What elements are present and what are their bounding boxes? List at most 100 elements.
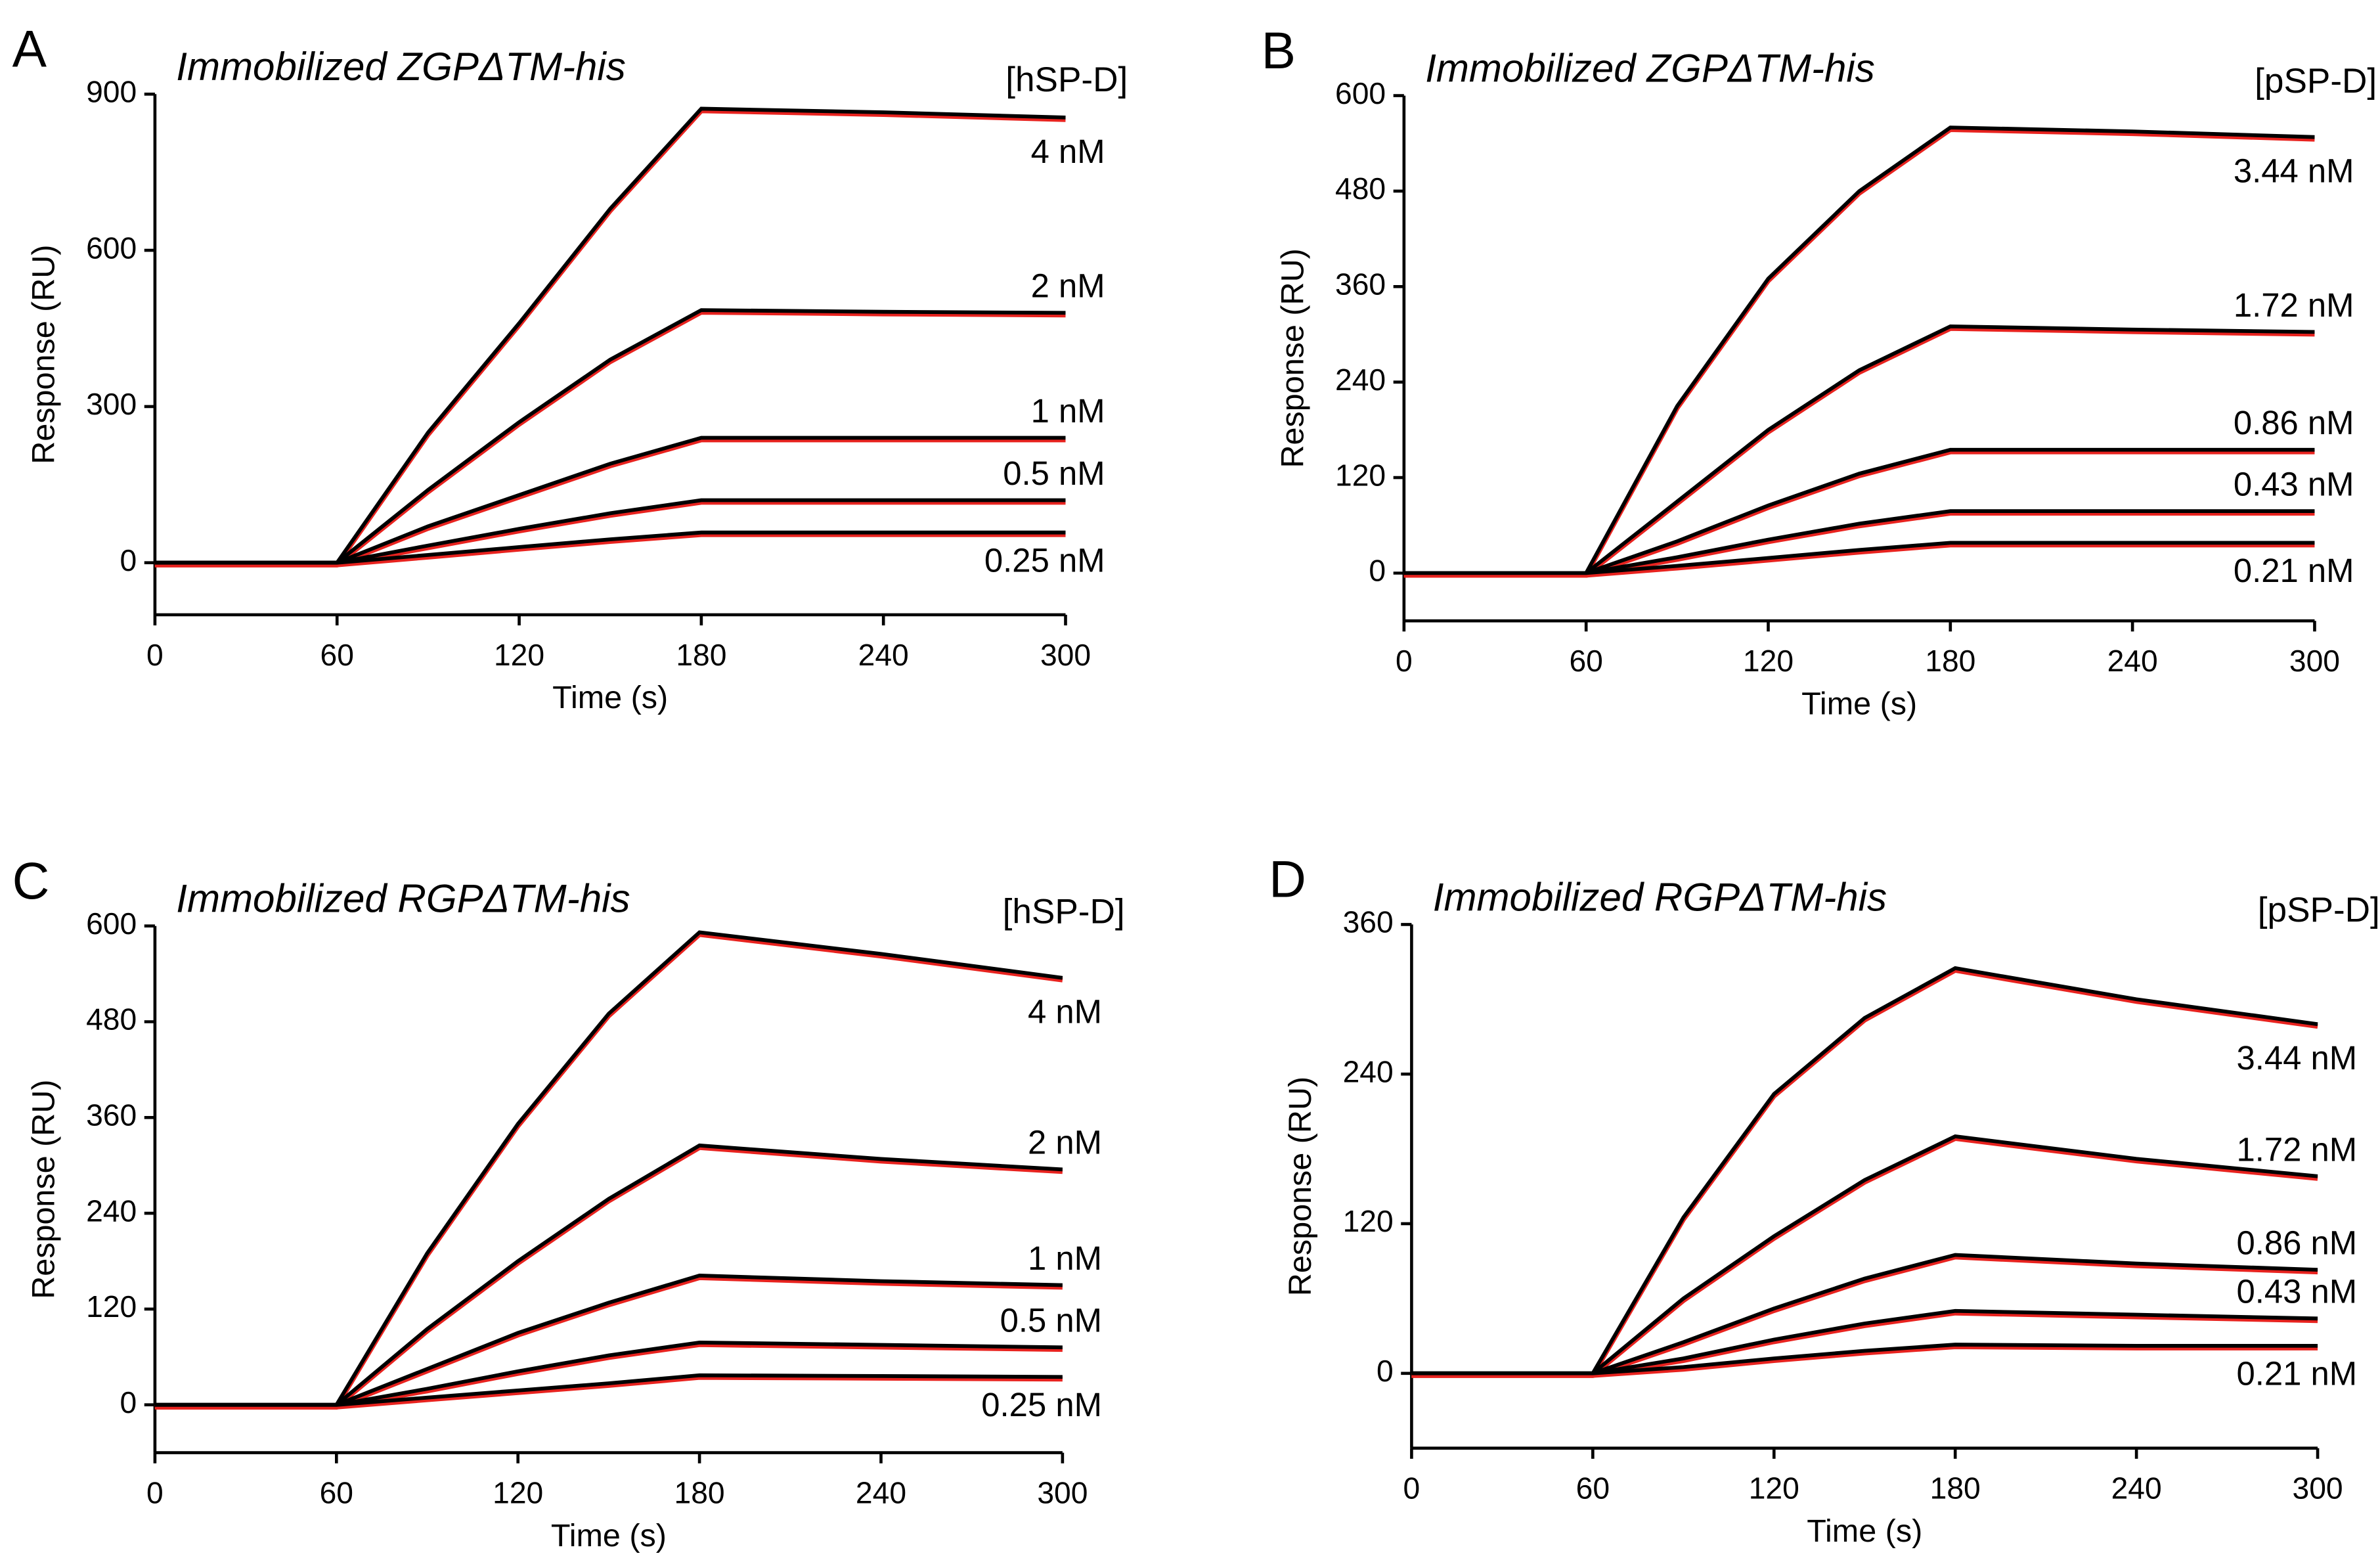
series-label: 4 nM (1028, 993, 1102, 1031)
y-tick-label: 480 (86, 1002, 137, 1037)
y-tick-label: 360 (86, 1098, 137, 1132)
y-tick-label: 0 (120, 1385, 137, 1419)
x-tick-label: 60 (1569, 644, 1602, 678)
series-label: 0.86 nM (2236, 1224, 2357, 1262)
series-label: 4 nM (1031, 133, 1105, 170)
panel-title: Immobilized RGPΔTM-his (176, 877, 630, 921)
data-line (154, 1274, 1063, 1407)
x-tick-label: 0 (1403, 1471, 1421, 1506)
y-tick-label: 240 (1343, 1054, 1394, 1088)
panel-title: Immobilized ZGPΔTM-his (176, 45, 626, 89)
x-tick-label: 0 (1396, 644, 1413, 678)
series-label: 3.44 nM (2236, 1039, 2357, 1077)
y-tick-label: 360 (1335, 267, 1386, 301)
fit-line (1411, 1345, 2318, 1378)
x-axis-title: Time (s) (551, 1518, 667, 1553)
data-line (1411, 1253, 2318, 1375)
x-tick-label: 120 (494, 638, 544, 672)
series-label: 0.5 nM (1000, 1302, 1102, 1339)
data-line (1403, 125, 2315, 575)
x-tick-label: 60 (1576, 1471, 1610, 1506)
fit-line (154, 1375, 1063, 1410)
x-tick-label: 0 (146, 638, 164, 672)
x-tick-label: 240 (2111, 1471, 2162, 1506)
data-line (154, 1373, 1063, 1407)
data-line (154, 1340, 1063, 1407)
fit-line (1403, 127, 2315, 578)
y-tick-label: 120 (86, 1289, 137, 1324)
x-tick-label: 300 (1037, 1476, 1088, 1510)
data-line (154, 1143, 1063, 1407)
data-line (1411, 966, 2318, 1375)
x-tick-label: 120 (1749, 1471, 1799, 1506)
series-label: 1.72 nM (2236, 1130, 2357, 1168)
x-tick-label: 180 (674, 1476, 725, 1510)
y-tick-label: 360 (1343, 905, 1394, 939)
x-axis-title: Time (s) (1807, 1513, 1922, 1549)
y-tick-label: 900 (86, 74, 137, 108)
data-line (1411, 1134, 2318, 1375)
series-label: 0.25 nM (981, 1386, 1102, 1423)
fit-line (154, 108, 1066, 568)
panel-letter: A (12, 20, 47, 78)
x-tick-label: 240 (2107, 644, 2158, 678)
series-label: 0.43 nM (2236, 1273, 2357, 1310)
y-tick-label: 0 (1377, 1354, 1394, 1388)
series-label: 0.25 nM (984, 541, 1105, 579)
series-label: 3.44 nM (2234, 152, 2354, 189)
series-label: 0.43 nM (2234, 465, 2354, 502)
series-label: 2 nM (1031, 267, 1105, 305)
y-tick-label: 600 (1335, 76, 1386, 110)
data-line (154, 106, 1066, 565)
data-line (1411, 1308, 2318, 1375)
fit-line (154, 532, 1066, 568)
panel-letter: C (12, 852, 50, 910)
data-line (154, 435, 1066, 565)
y-tick-label: 0 (1369, 554, 1386, 588)
data-line (154, 530, 1066, 565)
x-tick-label: 180 (676, 638, 726, 672)
panel-title: Immobilized RGPΔTM-his (1433, 875, 1887, 919)
fit-line (1411, 1136, 2318, 1378)
x-tick-label: 300 (1040, 638, 1091, 672)
y-tick-label: 600 (86, 906, 137, 941)
panel-title: Immobilized ZGPΔTM-his (1425, 46, 1875, 90)
y-axis-title: Response (RU) (1275, 248, 1310, 468)
series-label: 0.21 nM (2234, 552, 2354, 589)
x-tick-label: 0 (146, 1476, 164, 1510)
x-tick-label: 120 (1743, 644, 1794, 678)
data-line (1403, 324, 2315, 575)
series-label: 1.72 nM (2234, 286, 2354, 324)
data-line (154, 930, 1063, 1407)
series-label: 1 nM (1031, 392, 1105, 430)
series-label: 0.21 nM (2236, 1355, 2357, 1393)
data-line (1411, 1343, 2318, 1375)
x-tick-label: 180 (1925, 644, 1975, 678)
panel-letter: D (1269, 851, 1306, 908)
series-label: 2 nM (1028, 1124, 1102, 1161)
data-line (1403, 541, 2315, 575)
x-axis-title: Time (s) (1801, 686, 1917, 721)
y-axis-title: Response (RU) (1283, 1077, 1318, 1296)
legend-title: [hSP-D] (1003, 892, 1125, 931)
x-tick-label: 300 (2293, 1471, 2343, 1506)
fit-line (154, 1145, 1063, 1410)
y-tick-label: 0 (120, 543, 137, 577)
y-tick-label: 480 (1335, 171, 1386, 206)
panel-letter: B (1262, 22, 1296, 79)
x-tick-label: 120 (493, 1476, 543, 1510)
x-tick-label: 60 (320, 638, 354, 672)
fit-line (154, 932, 1063, 1410)
legend-title: [pSP-D] (2258, 891, 2380, 929)
x-tick-label: 240 (858, 638, 909, 672)
y-axis-title: Response (RU) (26, 244, 61, 464)
x-axis-title: Time (s) (552, 680, 668, 715)
series-label: 0.5 nM (1003, 455, 1105, 492)
x-tick-label: 180 (1930, 1471, 1981, 1506)
series-label: 1 nM (1028, 1239, 1102, 1277)
y-tick-label: 120 (1343, 1204, 1394, 1238)
fit-line (1403, 543, 2315, 578)
series-label: 0.86 nM (2234, 404, 2354, 441)
x-tick-label: 60 (320, 1476, 353, 1510)
